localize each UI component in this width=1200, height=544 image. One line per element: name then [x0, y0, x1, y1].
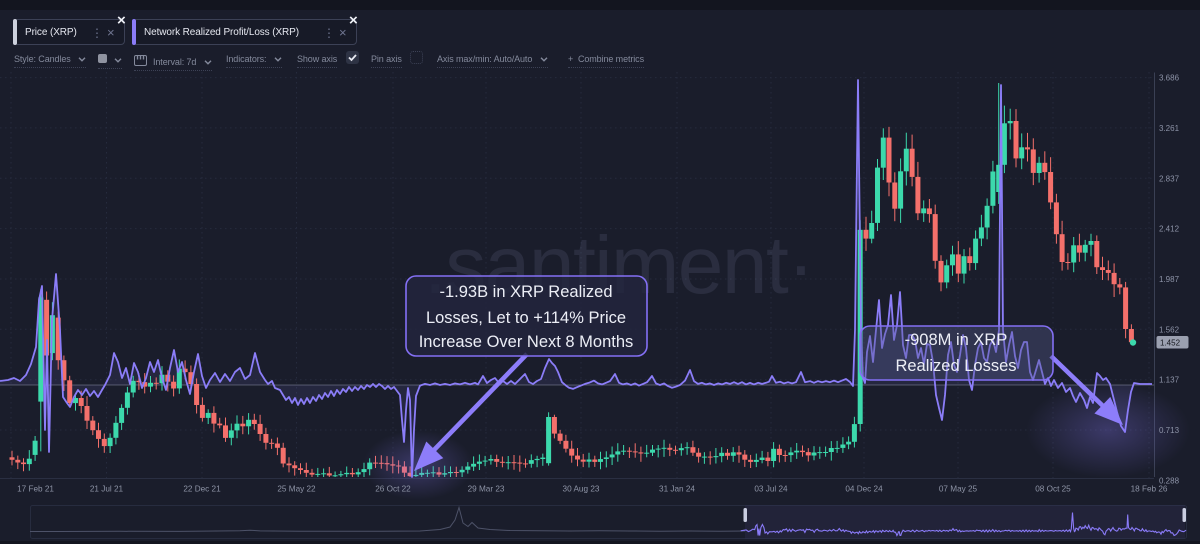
svg-text:Realized Losses: Realized Losses	[895, 357, 1016, 375]
svg-text:26 Oct 22: 26 Oct 22	[375, 485, 411, 494]
svg-text:-1.93B in XRP Realized: -1.93B in XRP Realized	[439, 283, 612, 301]
svg-text:18 Feb 26: 18 Feb 26	[1131, 485, 1168, 494]
svg-text:0.288: 0.288	[1159, 476, 1180, 485]
svg-text:1.987: 1.987	[1159, 275, 1180, 284]
svg-text:2.837: 2.837	[1159, 174, 1180, 183]
svg-text:31 Jan 24: 31 Jan 24	[659, 485, 695, 494]
svg-text:Losses, Let to +114% Price: Losses, Let to +114% Price	[426, 309, 626, 327]
svg-text:2.412: 2.412	[1159, 225, 1180, 234]
svg-text:08 Oct 25: 08 Oct 25	[1035, 485, 1071, 494]
svg-text:25 May 22: 25 May 22	[277, 485, 316, 494]
svg-text:Increase Over Next 8 Months: Increase Over Next 8 Months	[419, 333, 634, 351]
svg-text:30 Aug 23: 30 Aug 23	[563, 485, 600, 494]
svg-text:3.261: 3.261	[1159, 124, 1180, 133]
svg-text:07 May 25: 07 May 25	[939, 485, 978, 494]
svg-text:21 Jul 21: 21 Jul 21	[90, 485, 124, 494]
svg-text:3.686: 3.686	[1159, 74, 1180, 83]
svg-text:1.562: 1.562	[1159, 325, 1180, 334]
svg-text:1.452: 1.452	[1160, 338, 1181, 347]
svg-text:29 Mar 23: 29 Mar 23	[468, 485, 505, 494]
svg-text:04 Dec 24: 04 Dec 24	[845, 485, 883, 494]
svg-text:-908M in XRP: -908M in XRP	[905, 331, 1008, 349]
svg-text:1.137: 1.137	[1159, 376, 1180, 385]
svg-text:0.713: 0.713	[1159, 426, 1180, 435]
svg-text:22 Dec 21: 22 Dec 21	[183, 485, 221, 494]
svg-text:17 Feb 21: 17 Feb 21	[17, 485, 54, 494]
svg-text:03 Jul 24: 03 Jul 24	[754, 485, 788, 494]
